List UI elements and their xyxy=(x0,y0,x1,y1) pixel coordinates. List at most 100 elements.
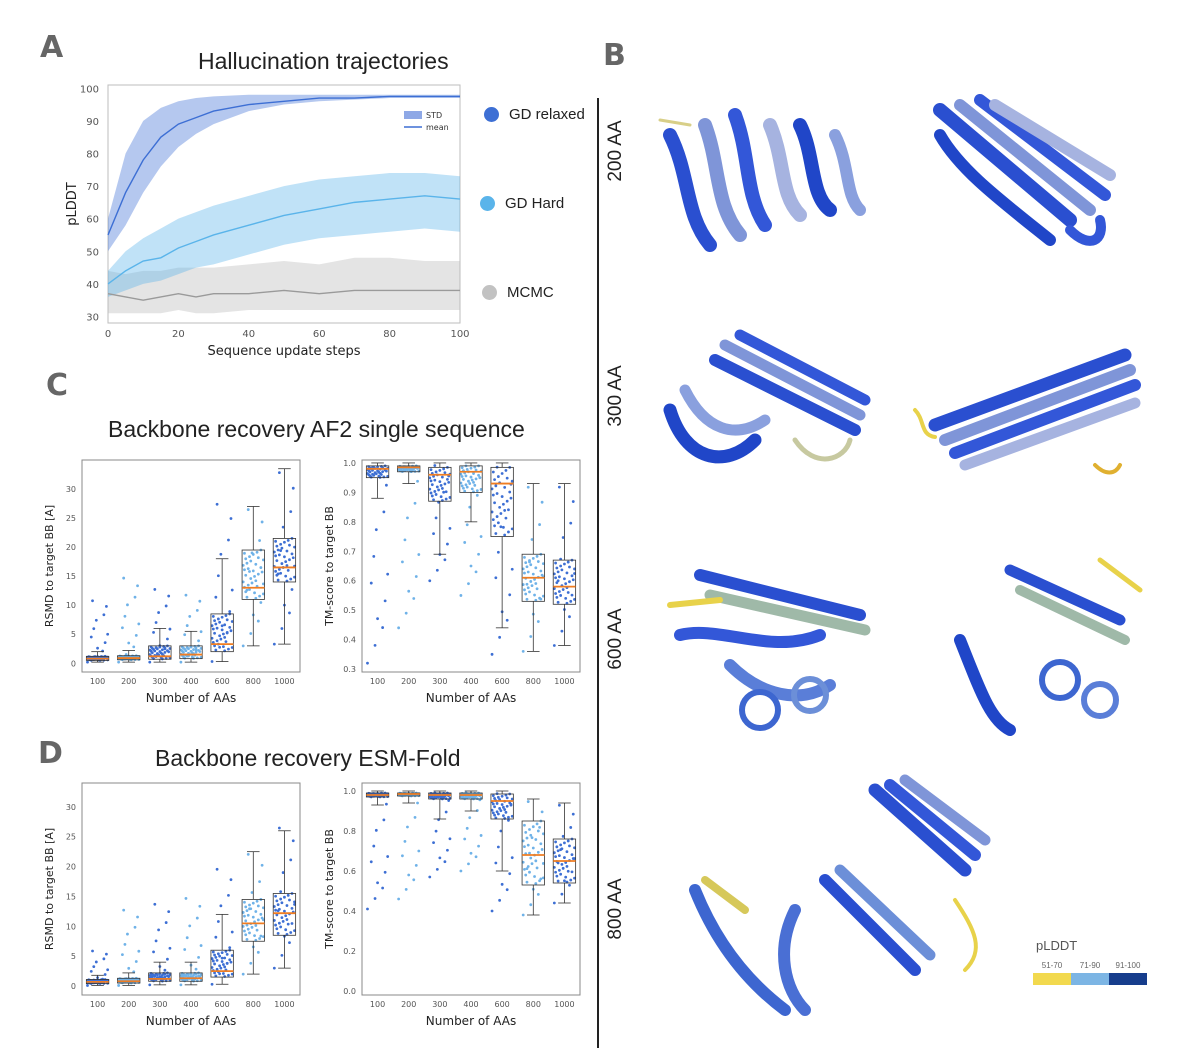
data-point xyxy=(552,644,556,647)
data-point xyxy=(289,931,293,934)
data-point xyxy=(444,497,448,501)
data-point xyxy=(179,983,183,987)
data-point xyxy=(288,558,291,562)
data-point xyxy=(214,595,218,599)
data-point xyxy=(407,589,411,593)
data-point xyxy=(276,572,280,576)
data-point xyxy=(448,526,452,530)
data-point xyxy=(199,944,203,947)
data-point xyxy=(556,879,560,883)
data-point xyxy=(195,979,199,983)
y-tick-label: 0.4 xyxy=(343,907,356,916)
data-point xyxy=(241,924,245,928)
data-point xyxy=(163,975,167,979)
x-tick-label: 100 xyxy=(370,677,385,686)
data-point xyxy=(293,545,296,549)
data-point xyxy=(413,816,417,819)
data-point xyxy=(490,909,494,913)
data-point xyxy=(133,595,137,599)
data-point xyxy=(220,951,224,954)
data-point xyxy=(219,904,223,908)
data-point xyxy=(103,641,107,645)
data-point xyxy=(491,811,495,815)
data-point xyxy=(211,950,215,954)
x-tick-label: 400 xyxy=(183,1000,198,1009)
data-point xyxy=(220,624,224,628)
data-point xyxy=(274,554,277,558)
legend-mcmc: MCMC xyxy=(482,284,554,301)
y-tick-label: 0.2 xyxy=(343,947,356,956)
data-point xyxy=(158,650,162,653)
data-point xyxy=(274,923,277,927)
data-point xyxy=(435,568,439,572)
data-point xyxy=(218,620,222,624)
data-point xyxy=(279,897,283,901)
y-tick-label: 30 xyxy=(66,803,76,812)
data-point xyxy=(185,936,189,940)
data-point xyxy=(386,855,390,858)
data-point xyxy=(280,562,284,565)
structure-300aa-a xyxy=(663,329,871,464)
x-tick-label: 1000 xyxy=(554,677,574,686)
data-point xyxy=(248,903,251,907)
data-point xyxy=(463,489,467,493)
data-point xyxy=(279,890,283,894)
box xyxy=(365,465,390,479)
data-point xyxy=(199,647,203,650)
inset-legend-std-swatch xyxy=(404,111,422,119)
data-point xyxy=(211,959,215,963)
data-point xyxy=(166,637,169,641)
data-point xyxy=(491,518,495,522)
data-point xyxy=(534,859,538,863)
data-point xyxy=(510,527,514,531)
data-point xyxy=(283,540,286,544)
data-point xyxy=(442,490,446,494)
data-point xyxy=(258,937,261,940)
data-point xyxy=(552,901,556,905)
data-point xyxy=(222,632,225,636)
label-600aa: 600 AA xyxy=(605,608,626,670)
data-point xyxy=(102,613,106,617)
data-point xyxy=(250,925,254,929)
data-point xyxy=(261,906,265,910)
data-point xyxy=(374,828,378,832)
data-point xyxy=(500,794,504,798)
data-point xyxy=(460,466,464,470)
data-point xyxy=(275,559,279,563)
data-point xyxy=(464,483,468,487)
data-point xyxy=(211,641,215,644)
data-point xyxy=(137,949,141,953)
data-point xyxy=(509,803,513,807)
data-point xyxy=(495,515,499,518)
data-point xyxy=(556,861,560,865)
data-point xyxy=(463,837,467,841)
data-point xyxy=(276,578,280,582)
x-tick-label: 600 xyxy=(495,677,510,686)
data-point xyxy=(467,582,470,586)
data-point xyxy=(188,615,192,618)
data-point xyxy=(447,481,451,484)
data-point xyxy=(284,928,288,932)
data-point xyxy=(554,561,557,565)
inset-legend-mean-label: mean xyxy=(426,123,449,132)
data-point xyxy=(475,797,479,800)
data-point xyxy=(557,868,561,872)
data-point xyxy=(479,834,483,837)
data-point xyxy=(468,505,472,509)
data-point xyxy=(573,597,576,601)
data-point xyxy=(281,919,285,923)
data-point xyxy=(406,825,409,829)
data-point xyxy=(475,489,479,493)
data-point xyxy=(276,909,280,913)
data-point xyxy=(280,546,284,550)
data-point xyxy=(241,563,245,567)
data-point xyxy=(523,823,526,827)
legend-label-relaxed: GD relaxed xyxy=(509,106,585,123)
data-point xyxy=(568,565,571,569)
data-point xyxy=(555,845,559,849)
data-point xyxy=(193,645,197,648)
data-point xyxy=(157,611,160,614)
data-point xyxy=(126,603,129,607)
data-point xyxy=(531,825,535,829)
data-point xyxy=(557,854,561,858)
